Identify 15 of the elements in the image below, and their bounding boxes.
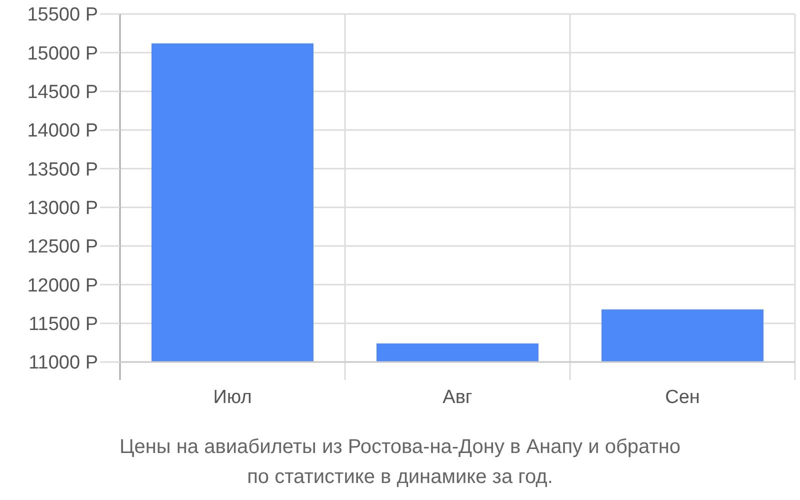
x-tick-label: Сен <box>665 387 700 408</box>
text: по статистике в динамике за год. <box>247 466 553 488</box>
y-tick-label: 12000 Р <box>27 275 98 296</box>
y-tick-label: 13000 Р <box>27 198 98 219</box>
y-tick-label: 13500 Р <box>27 159 98 180</box>
y-tick-label: 15000 Р <box>27 43 98 64</box>
x-tick-label: Июл <box>213 387 252 408</box>
text: Цены на авиабилеты из Ростова-на-Дону в Анапу и обратно <box>119 436 681 458</box>
y-tick-label: 11000 Р <box>28 352 98 374</box>
y-tick-label: 12500 Р <box>27 236 98 258</box>
x-tick-label: Авг <box>442 387 472 408</box>
y-tick-label: 14500 Р <box>27 82 98 103</box>
y-tick-label: 14000 Р <box>27 120 98 142</box>
y-tick-label: 15500 Р <box>27 4 98 26</box>
y-tick-label: 11500 Р <box>28 314 98 335</box>
